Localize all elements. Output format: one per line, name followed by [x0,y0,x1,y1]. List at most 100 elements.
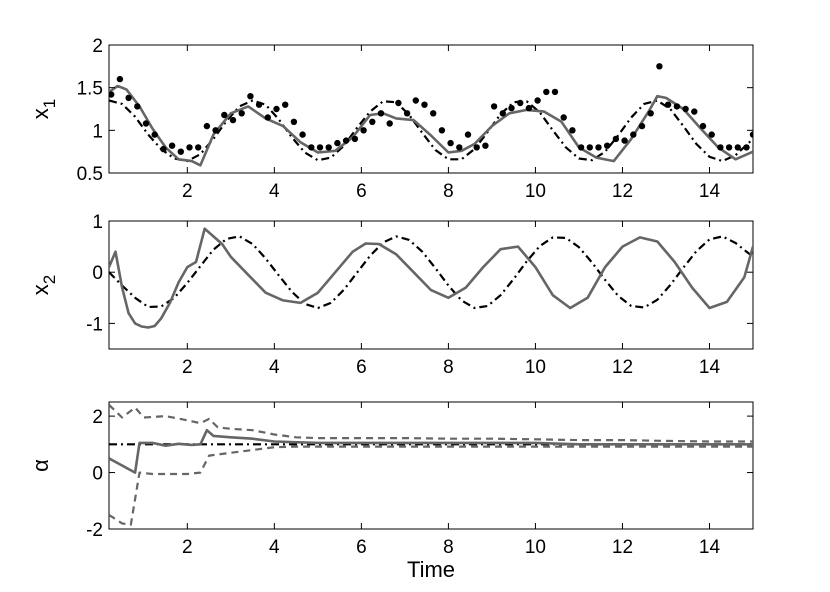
x1-data-point [638,122,646,130]
x1-data-point [109,91,115,98]
x1-data-point [673,103,681,110]
x1-data-point [255,101,263,108]
x1-data-point [264,114,271,121]
x1-data-point [403,110,411,117]
x1-series-dashdot-0 [109,99,753,163]
x1-xtick-label: 4 [269,181,280,202]
x1-data-point [316,144,324,151]
alpha-series-dashed-2 [109,404,753,443]
x1-xtick-label: 8 [443,181,454,202]
x1-data-point [508,104,515,112]
x1-data-point [221,111,228,119]
x1-data-point [369,118,376,126]
x2-ytick-label: 0 [92,263,103,284]
alpha-series-dashed-3 [109,445,753,526]
x1-axes-frame [108,44,754,174]
x1-data-point [430,110,437,117]
x1-panel: 2 4 6 8 10 12 14 0.5 1 1.5 2 x1 [28,36,754,202]
x1-data-point [691,108,698,115]
x1-data-point [699,122,707,130]
x1-data-point [282,101,289,108]
x2-series-dashdot-0 [109,235,753,310]
x1-data-point [438,127,446,134]
alpha-xtick-label: 8 [443,537,454,558]
x1-ytick-label: 1.5 [77,79,103,100]
x1-data-point [116,75,124,83]
x1-data-point [238,110,245,117]
alpha-series-solid-1 [109,428,753,474]
alpha-xtick-label: 4 [269,537,280,558]
x1-data-point [134,103,141,110]
x1-xtick-label: 14 [699,181,721,202]
x1-ytick-label: 1 [92,121,103,142]
alpha-ylabel: α [28,459,53,472]
x1-data-point [195,144,202,151]
x1-ylabel: x1 [28,99,59,119]
x1-data-point [412,97,419,104]
x1-data-point [630,131,637,138]
x1-data-point [743,144,750,151]
x1-data-point [342,137,350,144]
x2-ytick-label: 1 [92,212,103,233]
x2-xtick-label: 4 [269,357,280,378]
x1-data-point [273,105,280,113]
x1-data-point [490,103,498,110]
x1-data-point [517,99,524,107]
x1-data-point [377,110,385,117]
x1-data-point [325,144,332,151]
x2-panel: 2 4 6 8 10 12 14 -1 0 1 x2 [28,212,754,378]
x1-data-point [734,144,741,151]
alpha-xtick-label: 12 [612,537,633,558]
x2-xtick-label: 14 [699,357,721,378]
x1-data-point [168,142,176,149]
x1-data-point [247,93,254,100]
x1-xtick-label: 6 [356,181,367,202]
x1-data-point [725,144,733,151]
x1-ytick-label: 0.5 [77,164,103,185]
x1-data-point [525,104,533,112]
x1-data-point [560,114,567,121]
x1-data-point [586,144,593,151]
alpha-xlabel: Time [407,557,455,582]
alpha-axes-frame [108,401,754,530]
x1-data-point [473,144,480,151]
x1-xtick-label: 10 [525,181,546,202]
x2-xtick-label: 12 [612,357,633,378]
x1-data-point [421,101,428,108]
x1-data-point [482,142,489,149]
x1-data-point [543,88,550,96]
x1-data-point [229,116,237,124]
x1-data-point [551,88,559,96]
x1-data-point [612,135,620,143]
x1-data-point [290,118,298,126]
x1-data-point [212,127,219,134]
x1-data-point [717,144,724,151]
x1-data-point [351,135,359,143]
x1-data-point [569,127,576,134]
x1-data-point [708,131,715,138]
alpha-panel: 2 4 6 8 10 12 14 -2 0 2 α Time [28,401,754,582]
x1-data-point [151,131,158,138]
x1-data-point [334,139,341,147]
alpha-ytick-label: -2 [86,520,103,541]
x2-xtick-label: 10 [525,357,546,378]
x1-data-point [682,105,689,113]
alpha-xtick-label: 6 [356,537,367,558]
x2-ytick-label: -1 [86,314,103,335]
x1-data-point [125,94,132,102]
alpha-xtick-label: 2 [182,537,193,558]
x1-data-point [308,144,315,151]
x1-data-point [621,137,628,144]
x1-xtick-label: 2 [182,181,193,202]
x1-data-point [160,145,167,153]
x1-data-point [299,131,306,138]
x1-data-point [456,144,463,151]
x1-data-point [749,131,753,138]
x2-xtick-label: 6 [356,357,367,378]
x1-data-point [656,63,663,70]
x1-data-point [534,97,541,104]
alpha-xtick-label: 14 [699,537,721,558]
x2-xtick-label: 8 [443,357,454,378]
x1-data-point [177,148,184,155]
